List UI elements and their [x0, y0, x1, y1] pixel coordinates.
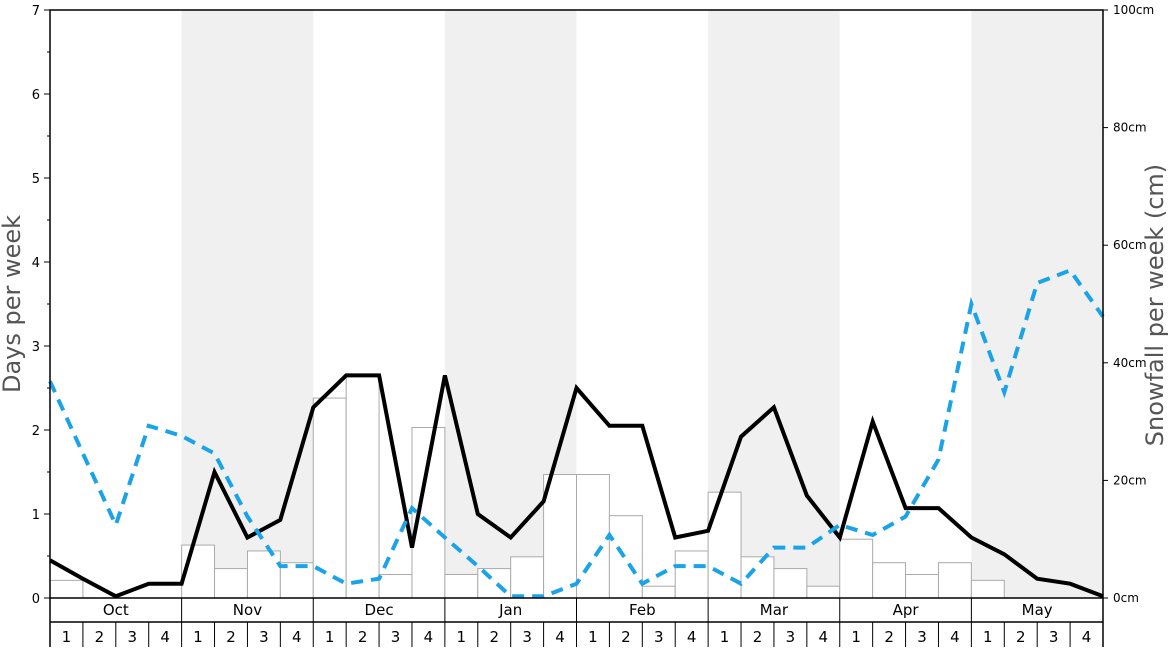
left-tick-label: 7 — [32, 4, 40, 19]
week-label: 2 — [753, 628, 763, 646]
week-label: 3 — [917, 628, 927, 646]
week-label: 3 — [654, 628, 664, 646]
snowfall-bar — [641, 585, 676, 599]
left-tick-label: 0 — [32, 592, 40, 607]
week-label: 2 — [884, 628, 894, 646]
week-label: 4 — [292, 628, 302, 646]
snowfall-bar — [608, 515, 643, 599]
right-tick-label: 40cm — [1113, 356, 1147, 370]
month-shade-band — [181, 10, 314, 598]
week-label: 4 — [687, 628, 697, 646]
week-label: 3 — [259, 628, 269, 646]
solid-series-line — [49, 373, 1104, 599]
week-label: 4 — [1082, 628, 1092, 646]
right-tick-label: 80cm — [1113, 121, 1147, 135]
dashed-series-line — [48, 267, 1105, 599]
week-label: 2 — [489, 628, 499, 646]
left-tick-label: 3 — [32, 340, 40, 355]
snowfall-bar — [345, 374, 380, 599]
week-label: 1 — [193, 628, 203, 646]
snowfall-bar — [510, 556, 545, 599]
left-tick-label: 5 — [32, 172, 40, 187]
snowfall-bar — [246, 550, 281, 599]
week-label: 3 — [1049, 628, 1059, 646]
week-label: 2 — [95, 628, 105, 646]
snowfall-bar — [444, 573, 479, 599]
left-axis-title: Days per week — [0, 215, 26, 393]
snowfall-bar — [872, 562, 907, 599]
snowfall-bar — [937, 562, 972, 599]
snowfall-bar — [905, 573, 939, 599]
left-tick-label: 4 — [32, 256, 40, 271]
week-label: 1 — [983, 628, 993, 646]
right-tick-label: 20cm — [1113, 473, 1147, 487]
snowfall-bar — [674, 550, 709, 599]
snowfall-bar — [214, 568, 248, 599]
left-tick-label: 6 — [32, 88, 40, 103]
snowfall-bar — [543, 474, 577, 599]
month-shade-band — [971, 10, 1103, 598]
right-tick-label: 100cm — [1113, 3, 1154, 17]
week-label: 4 — [160, 628, 170, 646]
snowfall-bar — [773, 568, 808, 599]
month-label: May — [1022, 601, 1053, 619]
week-label: 1 — [851, 628, 861, 646]
snowfall-bar — [970, 579, 1005, 599]
week-label: 4 — [950, 628, 960, 646]
month-label: Jan — [498, 601, 522, 619]
snowfall-bar — [576, 474, 610, 599]
snowfall-bar — [806, 585, 841, 599]
right-tick-label: 0cm — [1113, 591, 1139, 605]
week-label: 3 — [786, 628, 796, 646]
week-label: 1 — [588, 628, 598, 646]
month-label: Mar — [760, 601, 789, 619]
month-label: Dec — [365, 601, 394, 619]
right-axis-title: Snowfall per week (cm) — [1141, 164, 1168, 446]
week-label: 3 — [391, 628, 401, 646]
snowfall-bar — [839, 538, 874, 599]
week-label: 3 — [522, 628, 532, 646]
snowfall-bar — [378, 573, 413, 599]
month-label: Apr — [893, 601, 920, 619]
week-label: 2 — [358, 628, 368, 646]
week-label: 4 — [555, 628, 565, 646]
snowfall-bar — [49, 579, 84, 599]
week-label: 1 — [457, 628, 467, 646]
week-label: 2 — [1016, 628, 1026, 646]
snowfall-bar — [740, 556, 775, 599]
week-label: 4 — [819, 628, 829, 646]
week-label: 1 — [720, 628, 730, 646]
right-tick-label: 60cm — [1113, 238, 1147, 252]
left-tick-label: 2 — [32, 424, 40, 439]
left-tick-label: 1 — [32, 508, 40, 523]
month-label: Nov — [233, 601, 262, 619]
week-label: 2 — [621, 628, 631, 646]
week-label: 3 — [127, 628, 137, 646]
week-label: 2 — [226, 628, 236, 646]
week-label: 4 — [424, 628, 434, 646]
month-label: Oct — [103, 601, 129, 619]
month-label: Feb — [629, 601, 656, 619]
week-label: 1 — [325, 628, 335, 646]
week-label: 1 — [62, 628, 72, 646]
